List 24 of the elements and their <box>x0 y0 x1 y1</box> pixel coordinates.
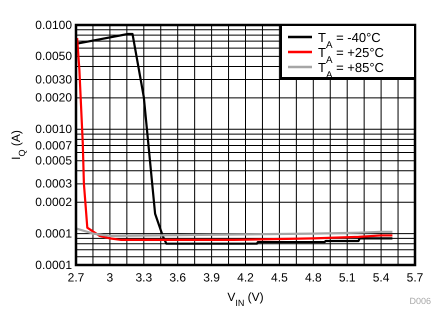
x-tick-label: 3.6 <box>169 270 186 285</box>
x-tick-label: 3.9 <box>203 270 220 285</box>
y-tick-label: 0.0100 <box>35 18 72 32</box>
x-tick-label: 5.7 <box>406 270 424 285</box>
y-tick-label: 0.0007 <box>35 138 72 152</box>
y-tick-label: 0.0001 <box>35 226 72 240</box>
y-tick-label: 0.0030 <box>35 72 72 86</box>
y-tick-label: 0.0020 <box>35 90 72 105</box>
y-tick-label: 0.0001 <box>35 258 72 272</box>
x-tick-label: 5.1 <box>338 270 356 285</box>
text: D006 <box>409 296 431 306</box>
x-tick-label: 3.3 <box>135 270 152 285</box>
x-tick-label: 3 <box>106 270 114 285</box>
x-tick-label: 2.7 <box>68 270 85 285</box>
y-tick-label: 0.0050 <box>35 49 72 64</box>
x-tick-label: 4.2 <box>237 270 254 285</box>
y-tick-label: 0.0002 <box>35 195 72 210</box>
y-tick-label: 0.0003 <box>35 176 72 191</box>
y-tick-label: 0.0010 <box>35 122 72 136</box>
x-tick-label: 4.8 <box>304 270 322 285</box>
y-tick-label: 0.0005 <box>35 154 72 168</box>
x-tick-label: 5.4 <box>372 270 390 285</box>
x-axis-title: V$_{IN}$ (V) <box>227 290 264 308</box>
x-tick-label: 4.5 <box>271 270 288 285</box>
